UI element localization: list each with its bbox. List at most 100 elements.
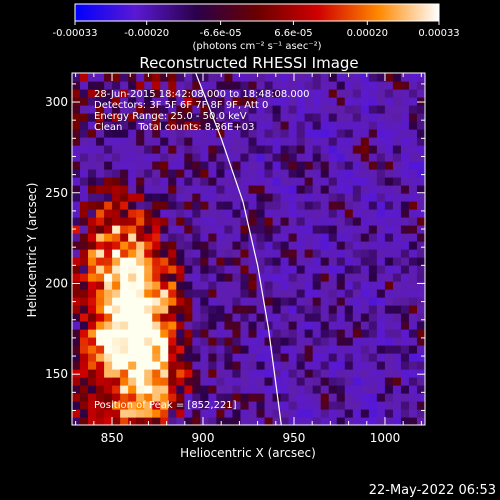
heatmap-cell — [96, 257, 105, 266]
heatmap-cell — [352, 81, 362, 90]
heatmap-cell — [160, 305, 169, 314]
heatmap-cell — [136, 201, 145, 210]
heatmap-cell — [368, 249, 378, 258]
heatmap-cell — [104, 225, 113, 234]
heatmap-cell — [144, 297, 153, 306]
heatmap-cell — [400, 73, 410, 82]
heatmap-cell — [136, 185, 145, 194]
heatmap-cell — [312, 193, 322, 202]
heatmap-cell — [208, 161, 218, 170]
heatmap-cell — [144, 97, 153, 106]
heatmap-cell — [136, 193, 145, 202]
heatmap-cell — [416, 129, 425, 138]
heatmap-cell — [184, 201, 193, 210]
heatmap-cell — [328, 137, 338, 146]
heatmap-cell — [296, 305, 306, 314]
heatmap-cell — [360, 361, 370, 370]
heatmap-cell — [320, 209, 330, 218]
heatmap-cell — [248, 217, 258, 226]
heatmap-cell — [312, 217, 322, 226]
heatmap-cell — [416, 321, 425, 330]
heatmap-cell — [416, 161, 425, 170]
heatmap-cell — [208, 369, 218, 378]
heatmap-cell — [296, 193, 306, 202]
heatmap-cell — [208, 225, 218, 234]
heatmap-cell — [352, 233, 362, 242]
heatmap-cell — [144, 377, 153, 386]
heatmap-cell — [256, 177, 266, 186]
heatmap-cell — [152, 225, 161, 234]
heatmap-cell — [136, 321, 145, 330]
heatmap-cell — [352, 393, 362, 402]
heatmap-cell — [288, 73, 298, 82]
heatmap-cell — [120, 329, 129, 338]
heatmap-cell — [312, 185, 322, 194]
heatmap-cell — [80, 193, 89, 202]
heatmap-cell — [336, 417, 346, 425]
heatmap-cell — [416, 249, 425, 258]
heatmap-cell — [168, 201, 177, 210]
heatmap-cell — [208, 361, 218, 370]
heatmap-cell — [144, 145, 153, 154]
heatmap-cell — [352, 409, 362, 418]
heatmap-cell — [144, 217, 153, 226]
heatmap-cell — [128, 337, 137, 346]
heatmap-cell — [136, 169, 145, 178]
heatmap-cell — [360, 401, 370, 410]
heatmap-cell — [152, 305, 161, 314]
heatmap-cell — [248, 417, 258, 425]
heatmap-cell — [320, 113, 330, 122]
heatmap-cell — [72, 393, 81, 402]
heatmap-cell — [72, 329, 81, 338]
heatmap-cell — [328, 153, 338, 162]
heatmap-cell — [376, 329, 386, 338]
heatmap-cell — [288, 161, 298, 170]
heatmap-cell — [256, 393, 266, 402]
heatmap-cell — [120, 225, 129, 234]
heatmap-cell — [304, 345, 314, 354]
heatmap-cell — [176, 89, 185, 98]
heatmap-cell — [328, 305, 338, 314]
heatmap-cell — [208, 137, 218, 146]
heatmap-cell — [240, 281, 250, 290]
heatmap-cell — [120, 265, 129, 274]
heatmap-cell — [360, 369, 370, 378]
heatmap-cell — [104, 209, 113, 218]
heatmap-cell — [144, 345, 153, 354]
heatmap-cell — [192, 321, 201, 330]
heatmap-cell — [80, 401, 89, 410]
heatmap-cell — [352, 185, 362, 194]
heatmap-cell — [104, 297, 113, 306]
heatmap-cell — [304, 73, 314, 82]
heatmap-cell — [200, 361, 209, 370]
heatmap-cell — [144, 169, 153, 178]
heatmap-cell — [392, 193, 402, 202]
heatmap-cell — [248, 169, 258, 178]
heatmap-cell — [200, 313, 209, 322]
heatmap-cell — [80, 409, 89, 418]
heatmap-cell — [104, 217, 113, 226]
heatmap-cell — [336, 329, 346, 338]
heatmap-cell — [376, 145, 386, 154]
heatmap-cell — [216, 401, 226, 410]
heatmap-cell — [376, 201, 386, 210]
heatmap-cell — [192, 313, 201, 322]
heatmap-cell — [192, 137, 201, 146]
heatmap-cell — [72, 113, 81, 122]
heatmap-cell — [176, 121, 185, 130]
heatmap-cell — [288, 201, 298, 210]
heatmap-cell — [328, 313, 338, 322]
heatmap-cell — [176, 313, 185, 322]
heatmap-cell — [400, 209, 410, 218]
heatmap-cell — [304, 81, 314, 90]
heatmap-cell — [344, 361, 354, 370]
heatmap-cell — [336, 313, 346, 322]
heatmap-cell — [160, 217, 169, 226]
heatmap-cell — [120, 145, 129, 154]
colorbar — [74, 3, 440, 22]
heatmap-cell — [88, 361, 97, 370]
heatmap-cell — [168, 233, 177, 242]
heatmap-cell — [184, 225, 193, 234]
heatmap-cell — [296, 377, 306, 386]
heatmap-cell — [320, 353, 330, 362]
